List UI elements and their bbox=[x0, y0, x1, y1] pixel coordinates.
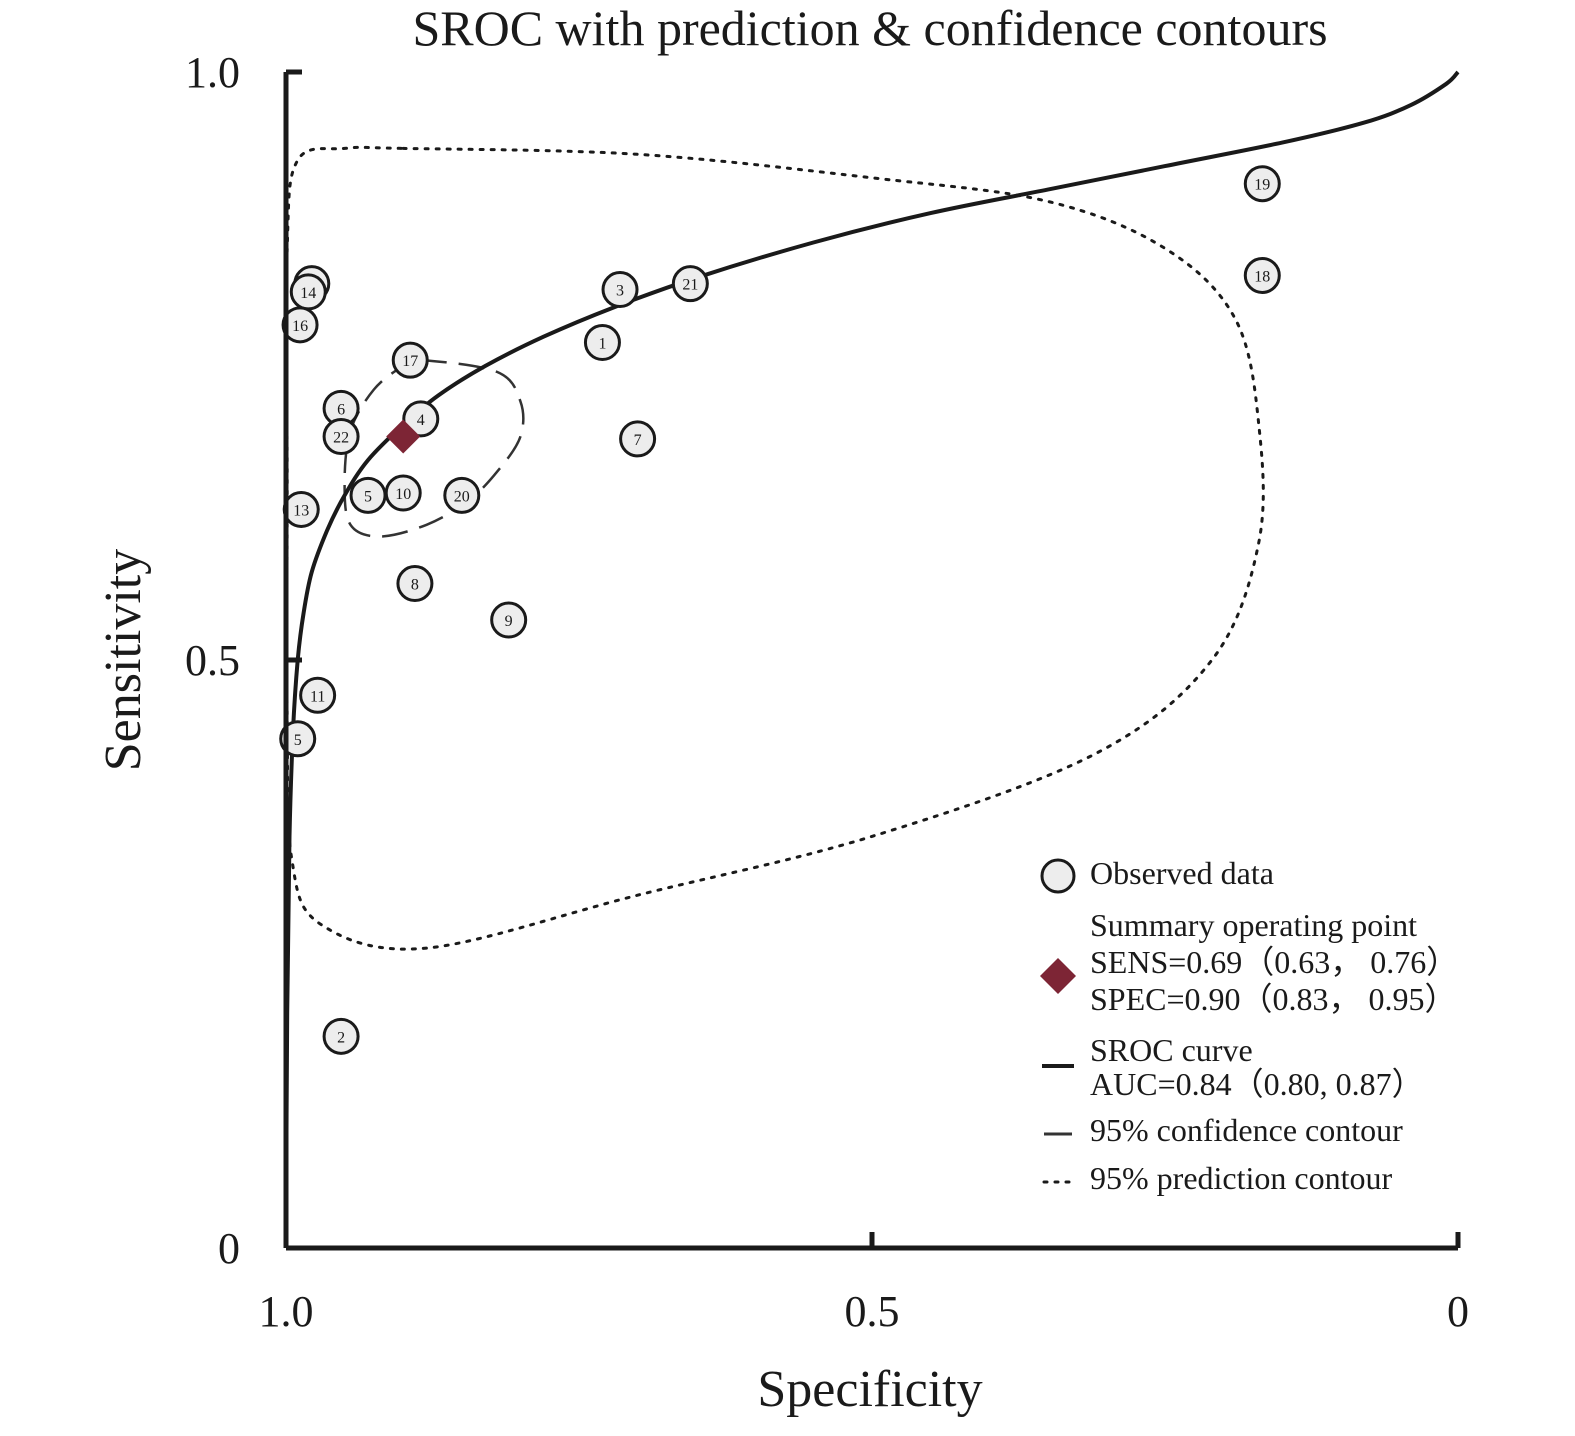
observed-point-marker bbox=[281, 306, 319, 344]
observed-point-label: 5 bbox=[364, 488, 372, 505]
legend: Observed data Summary operating pointSENS… bbox=[1040, 855, 1458, 1196]
observed-point: 16 bbox=[281, 306, 319, 344]
y-axis-label: Sensitivity bbox=[95, 549, 152, 771]
prediction-contour bbox=[284, 145, 1265, 951]
x-tick-label: 0 bbox=[1447, 1287, 1469, 1336]
observed-point: 4 bbox=[402, 400, 440, 438]
observed-point-marker bbox=[299, 676, 337, 714]
observed-point: 1 bbox=[583, 323, 621, 361]
observed-point-marker bbox=[391, 341, 429, 379]
observed-point: 10 bbox=[384, 474, 422, 512]
observed-point-label: 13 bbox=[293, 502, 309, 519]
observed-point-label: 14 bbox=[300, 285, 316, 302]
observed-point: 14 bbox=[289, 273, 327, 311]
observed-point-marker bbox=[396, 565, 434, 603]
observed-point-label: 1 bbox=[598, 335, 606, 352]
y-tick-label: 1.0 bbox=[185, 48, 240, 97]
plot-area: 1234556789101112131416171819202122 bbox=[279, 70, 1460, 1249]
observed-point-marker bbox=[671, 265, 709, 303]
legend-confidence-label: 95% confidence contour bbox=[1090, 1112, 1403, 1148]
chart-title: SROC with prediction & confidence contou… bbox=[412, 0, 1327, 56]
confidence-contour bbox=[343, 358, 525, 538]
observed-point: 21 bbox=[671, 265, 709, 303]
observed-point: 20 bbox=[443, 476, 481, 514]
observed-point: 2 bbox=[322, 1017, 360, 1055]
observed-point-marker bbox=[1243, 165, 1281, 203]
observed-point-marker bbox=[402, 400, 440, 438]
observed-point-label: 22 bbox=[333, 430, 349, 447]
summary-point bbox=[386, 419, 421, 454]
observed-point: 17 bbox=[391, 341, 429, 379]
observed-point-label: 9 bbox=[505, 613, 513, 630]
legend-summary-label: Summary operating point bbox=[1090, 907, 1417, 943]
observed-point-label: 8 bbox=[411, 577, 419, 594]
legend-summary-label: SPEC=0.90（0.83， 0.95） bbox=[1090, 981, 1457, 1017]
observed-point-label: 16 bbox=[292, 318, 308, 335]
observed-point-marker bbox=[619, 420, 657, 458]
legend-observed-label: Observed data bbox=[1090, 855, 1274, 891]
observed-point: 5 bbox=[279, 720, 317, 758]
y-tick-label: 0.5 bbox=[185, 636, 240, 685]
observed-point-label: 21 bbox=[682, 277, 698, 294]
y-tick-label: 0 bbox=[218, 1224, 240, 1273]
legend-observed-marker bbox=[1040, 858, 1076, 894]
observed-point-label: 6 bbox=[337, 401, 345, 418]
observed-point: 11 bbox=[299, 676, 337, 714]
observed-point: 9 bbox=[490, 601, 528, 639]
legend-summary-marker bbox=[1040, 958, 1076, 994]
observed-point-marker bbox=[1243, 256, 1281, 294]
observed-point-label: 19 bbox=[1254, 177, 1270, 194]
legend-sroc-label: SROC curve bbox=[1090, 1032, 1253, 1068]
legend-summary-label: SENS=0.69（0.63， 0.76） bbox=[1090, 944, 1458, 980]
x-tick-label: 0.5 bbox=[845, 1287, 900, 1336]
observed-point-marker bbox=[322, 418, 360, 456]
observed-point-label: 20 bbox=[454, 488, 470, 505]
observed-point: 7 bbox=[619, 420, 657, 458]
observed-point: 5 bbox=[349, 476, 387, 514]
observed-point-marker bbox=[322, 1017, 360, 1055]
observed-point: 13 bbox=[282, 490, 320, 528]
observed-point-label: 18 bbox=[1254, 268, 1270, 285]
legend-sroc-label: AUC=0.84（0.80, 0.87） bbox=[1090, 1066, 1424, 1102]
observed-point-marker bbox=[443, 476, 481, 514]
observed-point: 8 bbox=[396, 565, 434, 603]
observed-point: 6 bbox=[322, 389, 360, 427]
observed-point-marker bbox=[583, 323, 621, 361]
observed-point-label: 5 bbox=[294, 732, 302, 749]
observed-point-marker bbox=[384, 474, 422, 512]
observed-point: 19 bbox=[1243, 165, 1281, 203]
observed-point-label: 3 bbox=[616, 283, 624, 300]
observed-point-label: 2 bbox=[337, 1029, 345, 1046]
observed-point-label: 7 bbox=[634, 432, 642, 449]
observed-point-marker bbox=[490, 601, 528, 639]
legend-prediction-label: 95% prediction contour bbox=[1090, 1160, 1392, 1196]
observed-point: 18 bbox=[1243, 256, 1281, 294]
observed-point-marker bbox=[601, 271, 639, 309]
observed-point: 3 bbox=[601, 271, 639, 309]
axes: 0 0.5 1.0 1.0 0.5 0 bbox=[185, 48, 1469, 1336]
observed-point: 22 bbox=[322, 418, 360, 456]
observed-point-label: 17 bbox=[402, 353, 418, 370]
observed-point-marker bbox=[279, 720, 317, 758]
x-axis-label: Specificity bbox=[757, 1361, 982, 1418]
observed-point-label: 4 bbox=[417, 412, 425, 429]
observed-point-label: 11 bbox=[310, 688, 325, 705]
observed-point-label: 10 bbox=[395, 486, 411, 503]
x-tick-label: 1.0 bbox=[259, 1287, 314, 1336]
